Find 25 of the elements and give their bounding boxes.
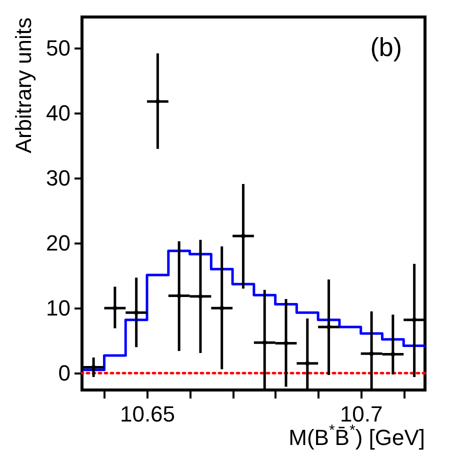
y-tick-label: 0 [58, 360, 70, 386]
y-tick-label: 10 [46, 296, 70, 321]
point [112, 306, 118, 310]
point [326, 324, 332, 330]
point [284, 340, 288, 346]
point [390, 352, 396, 356]
point [412, 318, 417, 322]
point [220, 306, 224, 310]
y-axis-title: Arbitrary units [11, 18, 36, 154]
point [134, 310, 139, 315]
point [91, 365, 96, 370]
point [262, 340, 267, 345]
point [198, 294, 203, 299]
y-tick-label: 50 [46, 36, 70, 61]
y-tick-label: 30 [46, 166, 70, 191]
point [241, 234, 246, 238]
x-tick-label: 10.65 [120, 402, 176, 426]
annotation: (b) [370, 32, 402, 62]
y-tick-label: 20 [46, 230, 70, 256]
point [305, 361, 310, 366]
point [176, 294, 182, 298]
x-axis-title: M(B*B̄*) [GeV] [288, 422, 425, 450]
point [369, 351, 374, 356]
y-tick-label: 40 [46, 100, 70, 126]
point [155, 99, 160, 104]
